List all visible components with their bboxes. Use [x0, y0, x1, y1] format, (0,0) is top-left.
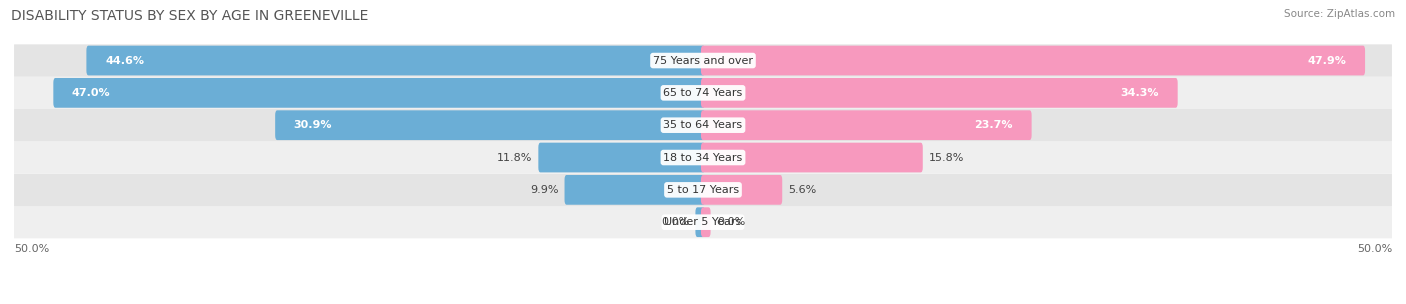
- FancyBboxPatch shape: [14, 206, 1392, 238]
- Text: 11.8%: 11.8%: [496, 153, 531, 163]
- Text: 5 to 17 Years: 5 to 17 Years: [666, 185, 740, 195]
- FancyBboxPatch shape: [702, 143, 922, 172]
- Text: 47.9%: 47.9%: [1308, 56, 1347, 66]
- Text: 47.0%: 47.0%: [72, 88, 111, 98]
- Text: 15.8%: 15.8%: [929, 153, 965, 163]
- FancyBboxPatch shape: [702, 78, 1178, 108]
- Text: Under 5 Years: Under 5 Years: [665, 217, 741, 227]
- FancyBboxPatch shape: [14, 109, 1392, 141]
- FancyBboxPatch shape: [14, 77, 1392, 109]
- Text: 0.0%: 0.0%: [717, 217, 745, 227]
- Text: 50.0%: 50.0%: [1357, 244, 1392, 254]
- FancyBboxPatch shape: [702, 110, 1032, 140]
- Text: 44.6%: 44.6%: [105, 56, 143, 66]
- FancyBboxPatch shape: [702, 175, 782, 205]
- Text: Source: ZipAtlas.com: Source: ZipAtlas.com: [1284, 9, 1395, 19]
- FancyBboxPatch shape: [702, 207, 710, 237]
- FancyBboxPatch shape: [86, 46, 704, 75]
- Text: 50.0%: 50.0%: [14, 244, 49, 254]
- FancyBboxPatch shape: [565, 175, 704, 205]
- FancyBboxPatch shape: [14, 174, 1392, 206]
- FancyBboxPatch shape: [14, 141, 1392, 174]
- Text: 18 to 34 Years: 18 to 34 Years: [664, 153, 742, 163]
- FancyBboxPatch shape: [276, 110, 704, 140]
- Text: 75 Years and over: 75 Years and over: [652, 56, 754, 66]
- Text: 35 to 64 Years: 35 to 64 Years: [664, 120, 742, 130]
- Text: 5.6%: 5.6%: [789, 185, 817, 195]
- Text: 0.0%: 0.0%: [661, 217, 689, 227]
- Text: 34.3%: 34.3%: [1121, 88, 1159, 98]
- Text: 9.9%: 9.9%: [530, 185, 558, 195]
- FancyBboxPatch shape: [702, 46, 1365, 75]
- FancyBboxPatch shape: [53, 78, 704, 108]
- Text: 65 to 74 Years: 65 to 74 Years: [664, 88, 742, 98]
- Text: DISABILITY STATUS BY SEX BY AGE IN GREENEVILLE: DISABILITY STATUS BY SEX BY AGE IN GREEN…: [11, 9, 368, 23]
- FancyBboxPatch shape: [538, 143, 704, 172]
- FancyBboxPatch shape: [14, 44, 1392, 77]
- Text: 23.7%: 23.7%: [974, 120, 1012, 130]
- Text: 30.9%: 30.9%: [294, 120, 332, 130]
- FancyBboxPatch shape: [696, 207, 704, 237]
